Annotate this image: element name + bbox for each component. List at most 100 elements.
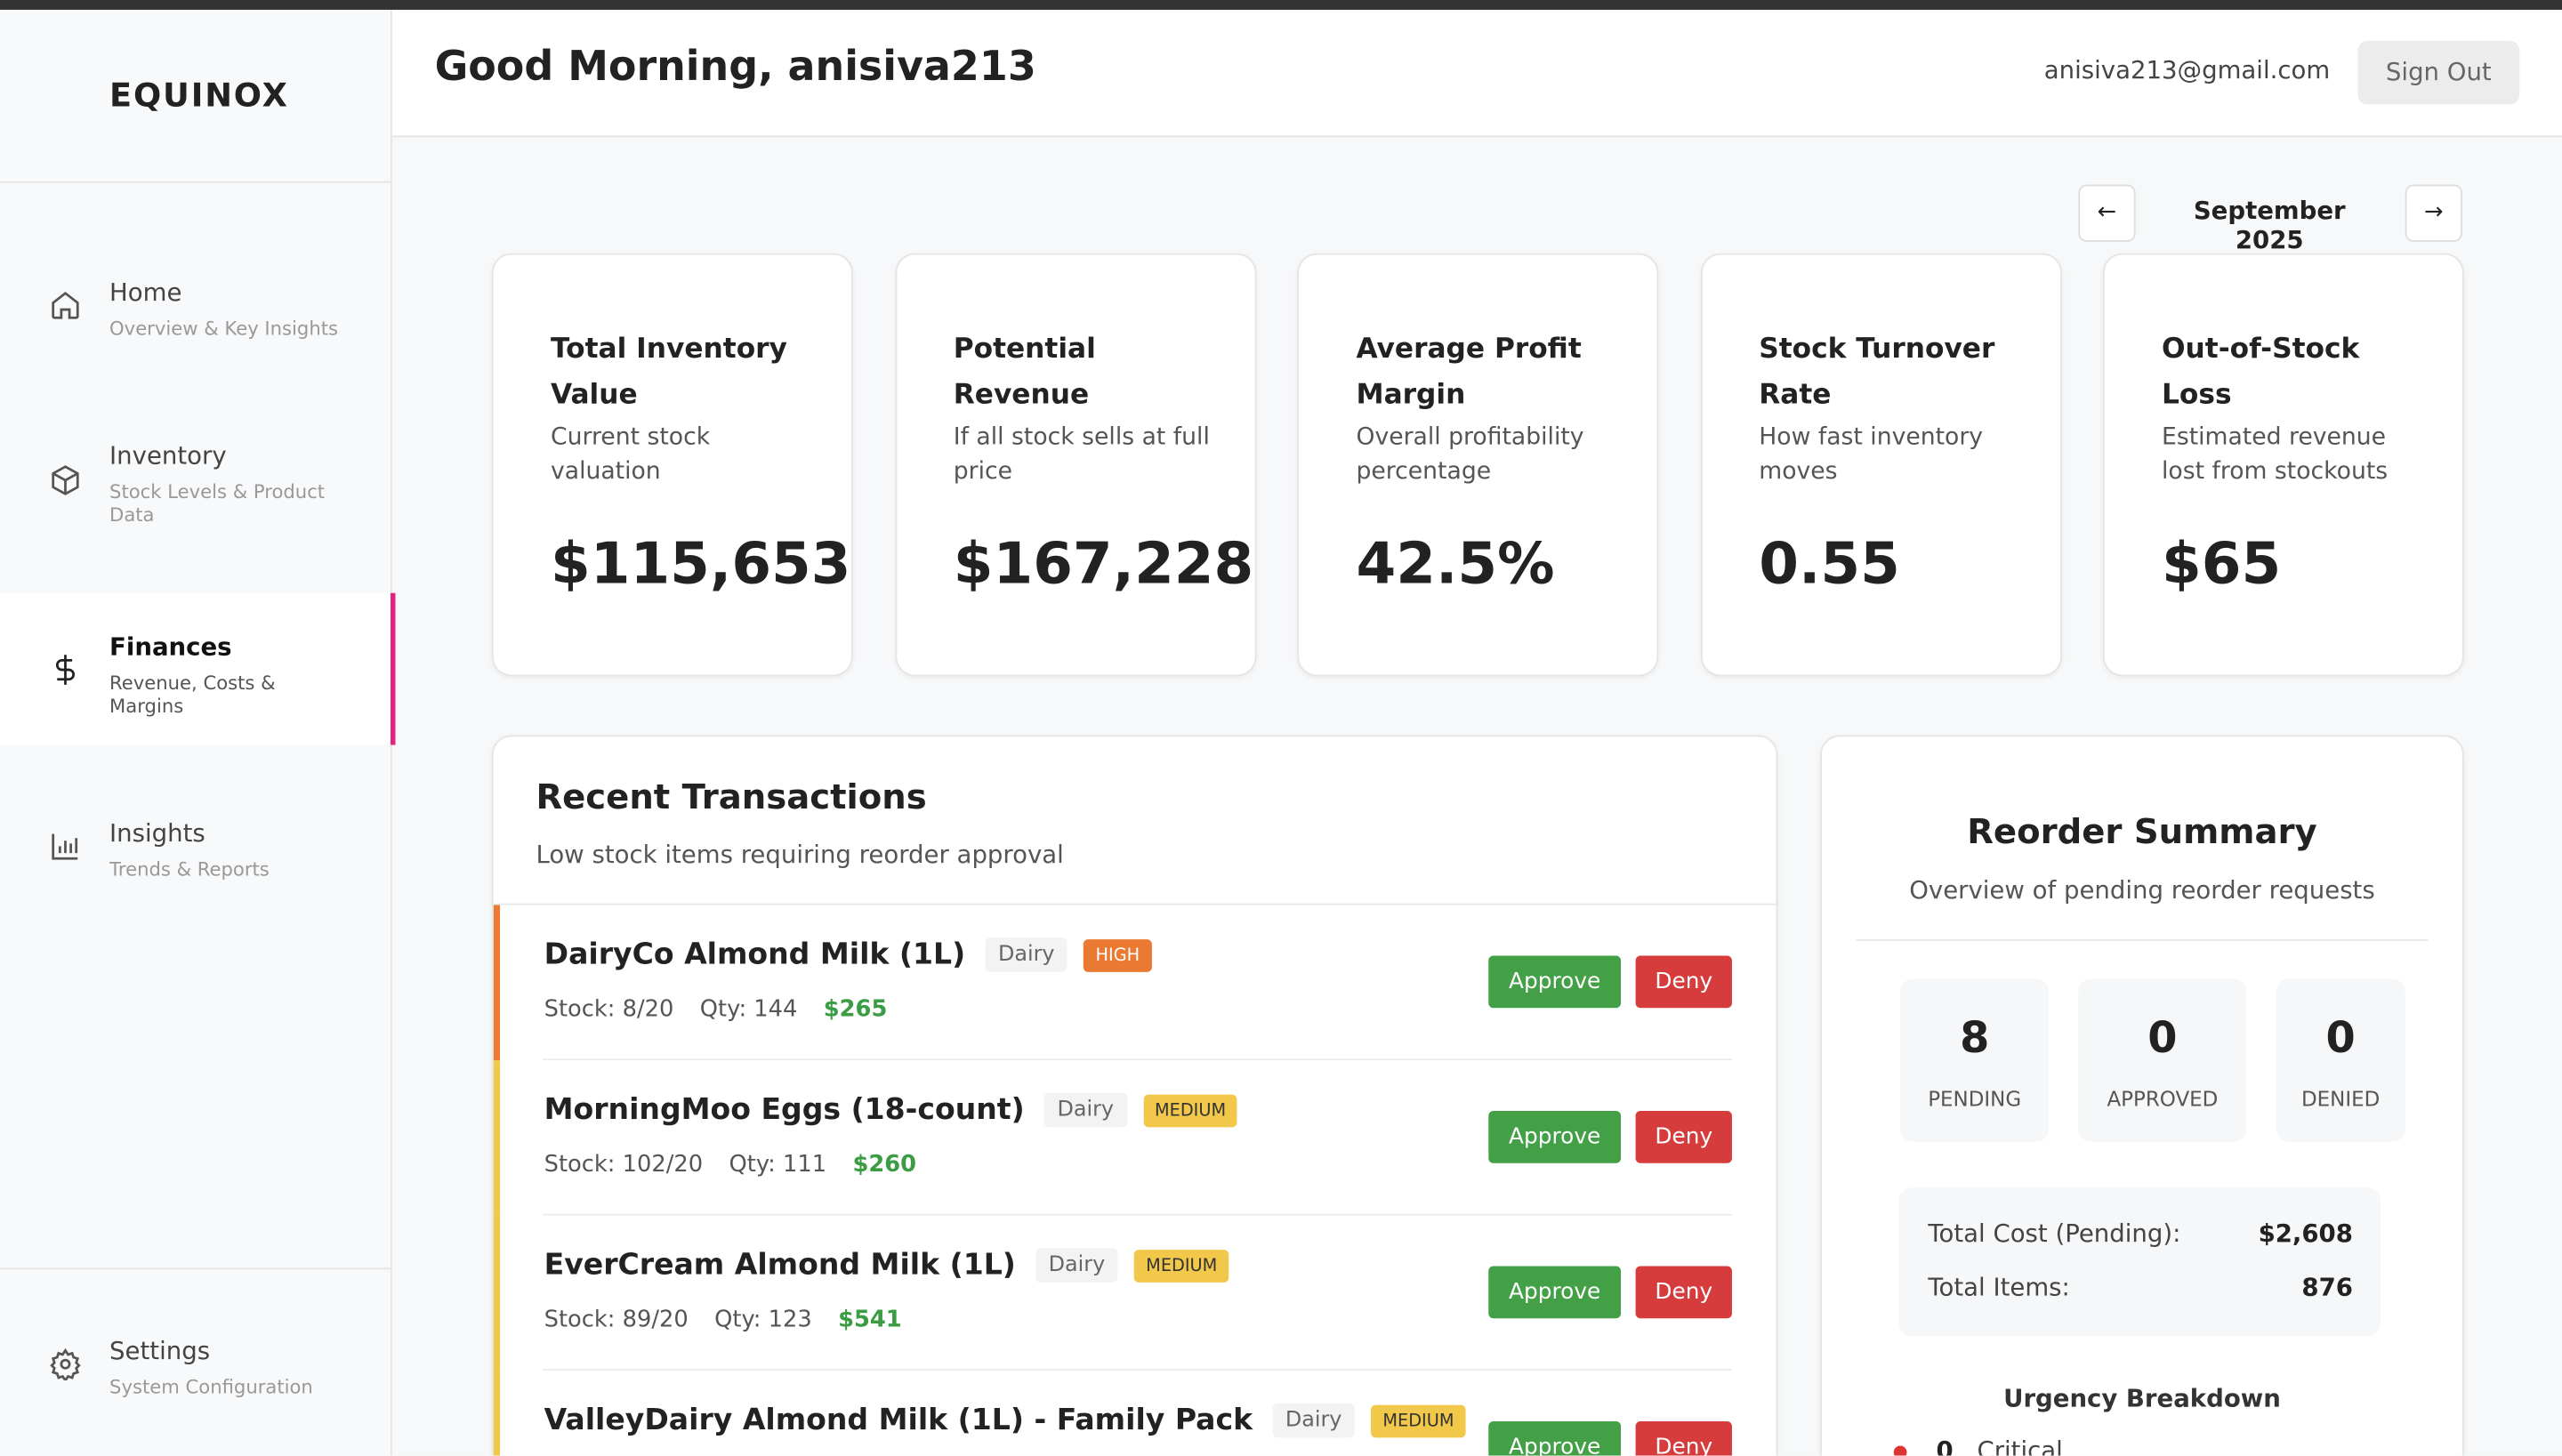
nav-title: Inventory xyxy=(109,440,227,471)
nav-home[interactable]: Home Overview & Key Insights xyxy=(0,238,391,392)
approve-button[interactable]: Approve xyxy=(1488,1266,1622,1319)
stock: Stock: 8/20 xyxy=(544,996,674,1023)
transaction-row: EverCream Almond Milk (1L) Dairy MEDIUM Sto… xyxy=(493,1215,1776,1372)
stat-value: 0 xyxy=(2147,1014,2178,1064)
header: Good Morning, anisiva213 anisiva213@gmai… xyxy=(391,10,2562,138)
nav-subtitle: Revenue, Costs & Margins xyxy=(109,671,276,718)
kpi-description: If all stock sells at full price xyxy=(953,424,1210,486)
item-details: Stock: 8/20 Qty: 144 $265 xyxy=(544,996,888,1022)
nav-insights[interactable]: Insights Trends & Reports xyxy=(0,779,391,933)
panel-subtitle: Low stock items requiring reorder approv… xyxy=(536,840,1064,870)
total-items: 876 xyxy=(2301,1272,2353,1302)
category-chip: Dairy xyxy=(1035,1248,1118,1283)
stat-label: PENDING xyxy=(1928,1086,2022,1111)
item-name: DairyCo Almond Milk (1L) xyxy=(544,937,966,972)
panel-title: Recent Transactions xyxy=(536,777,927,817)
breakdown-label: Critical xyxy=(1977,1436,2063,1456)
kpi-description: Estimated revenue lost from stockouts xyxy=(2162,424,2389,486)
cost: $260 xyxy=(852,1151,917,1178)
kpi-title: Out-of-Stock Loss xyxy=(2162,333,2360,412)
deny-button[interactable]: Deny xyxy=(1635,955,1732,1009)
divider xyxy=(542,1369,1732,1372)
item-name: MorningMoo Eggs (18-count) xyxy=(544,1092,1025,1128)
home-icon xyxy=(52,291,79,319)
kpi-card: Potential Revenue If all stock sells at f… xyxy=(894,253,1256,677)
prev-month-button[interactable]: ← xyxy=(2078,184,2136,242)
transaction-row: ValleyDairy Almond Milk (1L) - Family Pa… xyxy=(493,1371,1776,1456)
urgency-badge: MEDIUM xyxy=(1143,1093,1237,1127)
approve-button[interactable]: Approve xyxy=(1488,955,1622,1009)
breakdown-count: 0 xyxy=(1936,1436,1954,1456)
divider xyxy=(493,903,1776,905)
kpi-title: Potential Revenue xyxy=(953,333,1096,412)
item-heading: MorningMoo Eggs (18-count) Dairy MEDIUM xyxy=(544,1092,1237,1128)
urgency-badge: MEDIUM xyxy=(1371,1404,1466,1437)
category-chip: Dairy xyxy=(1272,1403,1356,1438)
kpi-value: $115,653 xyxy=(550,532,851,599)
kpi-card: Average Profit Margin Overall profitabili… xyxy=(1297,253,1659,677)
panel-subtitle: Overview of pending reorder requests xyxy=(1909,875,2375,905)
cost: $265 xyxy=(823,996,888,1023)
critical-dot xyxy=(1893,1445,1907,1456)
stat-label: APPROVED xyxy=(2107,1086,2219,1111)
stat-label: DENIED xyxy=(2300,1086,2381,1111)
urgency-stripe xyxy=(493,1371,501,1456)
item-details: Stock: 89/20 Qty: 123 $541 xyxy=(544,1307,902,1332)
divider xyxy=(542,1213,1732,1216)
divider xyxy=(1856,939,2429,941)
sign-out-button[interactable]: Sign Out xyxy=(2357,40,2520,105)
stat-value: 0 xyxy=(2325,1014,2356,1064)
sidebar: EQUINOX Home Overview & Key Insights Inv… xyxy=(0,10,396,1456)
quantity: Qty: 144 xyxy=(699,996,798,1023)
kpi-card: Total Inventory Value Current stock valua… xyxy=(491,253,853,677)
cost-box: Total Cost (Pending): $2,608 Total Items… xyxy=(1898,1187,2381,1337)
kpi-title: Average Profit Margin xyxy=(1356,333,1582,412)
deny-button[interactable]: Deny xyxy=(1635,1266,1732,1319)
deny-button[interactable]: Deny xyxy=(1635,1420,1732,1456)
nav-title: Settings xyxy=(109,1336,211,1366)
box-icon xyxy=(52,465,79,495)
divider xyxy=(0,181,391,183)
total-items-label: Total Items: xyxy=(1928,1272,2070,1302)
item-name: EverCream Almond Milk (1L) xyxy=(544,1248,1016,1283)
item-name: ValleyDairy Almond Milk (1L) - Family Pa… xyxy=(544,1403,1253,1438)
nav-subtitle: Stock Levels & Product Data xyxy=(109,480,326,527)
kpi-description: How fast inventory moves xyxy=(1759,424,1984,486)
item-heading: DairyCo Almond Milk (1L) Dairy HIGH xyxy=(544,937,1152,972)
kpi-value: 42.5% xyxy=(1356,532,1555,599)
cost: $541 xyxy=(838,1307,902,1333)
quantity: Qty: 123 xyxy=(714,1307,812,1333)
nav-settings[interactable]: Settings System Configuration xyxy=(0,1297,391,1451)
approve-button[interactable]: Approve xyxy=(1488,1420,1622,1456)
kpi-card: Out-of-Stock Loss Estimated revenue lost … xyxy=(2102,253,2464,677)
nav-subtitle: Trends & Reports xyxy=(109,857,270,881)
reorder-panel: Reorder Summary Overview of pending reor… xyxy=(1820,735,2464,1456)
urgency-badge: MEDIUM xyxy=(1134,1249,1229,1282)
approve-button[interactable]: Approve xyxy=(1488,1110,1622,1163)
item-details: Stock: 102/20 Qty: 111 $260 xyxy=(544,1152,916,1178)
top-bar xyxy=(0,0,2562,11)
breakdown-title: Urgency Breakdown xyxy=(2003,1383,2281,1413)
gear-icon xyxy=(50,1347,81,1381)
kpi-description: Current stock valuation xyxy=(550,424,711,486)
urgency-stripe xyxy=(493,1060,501,1216)
nav-inventory[interactable]: Inventory Stock Levels & Product Data xyxy=(0,402,391,556)
stat-box: 0 DENIED xyxy=(2276,978,2405,1142)
urgency-stripe xyxy=(493,1215,501,1372)
panel-title: Reorder Summary xyxy=(1967,811,2317,851)
divider xyxy=(542,1058,1732,1061)
next-month-button[interactable]: → xyxy=(2405,184,2462,242)
deny-button[interactable]: Deny xyxy=(1635,1110,1732,1163)
total-cost: $2,608 xyxy=(2258,1219,2353,1249)
kpi-value: $167,228 xyxy=(953,532,1254,599)
urgency-stripe xyxy=(493,905,501,1061)
category-chip: Dairy xyxy=(985,937,1068,972)
kpi-card: Stock Turnover Rate How fast inventory mo… xyxy=(1700,253,2062,677)
nav-finances[interactable]: Finances Revenue, Costs & Margins xyxy=(0,592,396,745)
chart-icon xyxy=(52,833,78,860)
nav-subtitle: System Configuration xyxy=(109,1375,313,1399)
kpi-title: Total Inventory Value xyxy=(550,333,787,412)
